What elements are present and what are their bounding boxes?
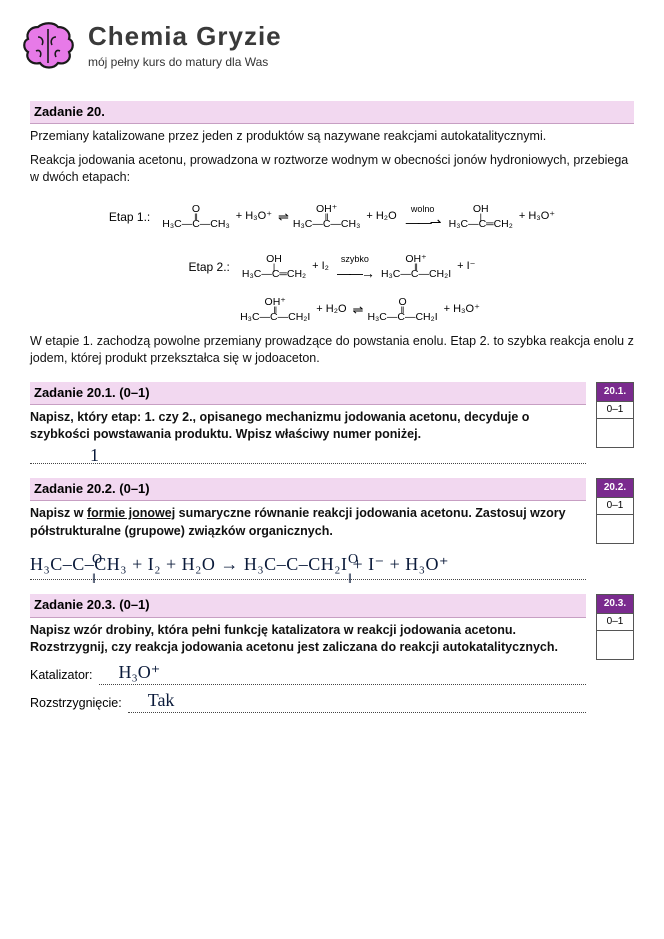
plus-i2: + I₂ [312,259,329,274]
task203-heading: Zadanie 20.3. (0–1) [30,594,586,617]
score-203-range: 0–1 [597,613,633,631]
task201-heading: Zadanie 20.1. (0–1) [30,382,586,405]
mol-protonated: OH⁺‖ H₃C―C―CH₃ [293,204,360,230]
score-201-range: 0–1 [597,401,633,419]
site-title: Chemia Gryzie [88,18,282,54]
task202-prompt: Napisz w formie jonowej sumaryczne równa… [30,505,586,540]
score-box-203: 20.3. 0–1 [596,594,634,660]
catalyst-answer: H₃O⁺ [119,660,161,685]
task201-answer: 1 [90,443,99,468]
mol-iodo-prot2: OH⁺‖ H₃C―C―CH₂I [240,297,310,323]
task202-row: Zadanie 20.2. (0–1) Napisz w formie jono… [30,478,634,580]
etap1-label: Etap 1.: [109,209,150,226]
arrow-szybko: szybko ――→ [335,251,375,283]
brain-icon [20,19,76,71]
page-body: Zadanie 20. Przemiany katalizowane przez… [0,81,664,742]
mol-acetone: O‖ H₃C―C―CH₃ [162,204,229,230]
decision-answer: Tak [148,688,175,713]
task20-heading: Zadanie 20. [30,101,634,124]
mol-enol: OH| H₃C―C═CH₂ [449,204,513,230]
mol-iodo-prot: OH⁺‖ H₃C―C―CH₂I [381,254,451,280]
etap2-label: Etap 2.: [189,259,230,276]
decision-label: Rozstrzygnięcie: [30,695,122,713]
task203-prompt: Napisz wzór drobiny, która pełni funkcję… [30,622,586,657]
decision-line: Rozstrzygnięcie: Tak [30,695,586,713]
catalyst-label: Katalizator: [30,667,93,685]
header-text: Chemia Gryzie mój pełny kurs do matury d… [88,18,282,71]
equil-arrow: ⇌ [278,208,287,226]
plus-h3o: + H₃O⁺ [444,302,480,317]
score-203-label: 20.3. [597,595,633,613]
task20-p1: Przemiany katalizowane przez jeden z pro… [30,128,634,146]
mol-enol2: OH| H₃C―C═CH₂ [242,254,306,280]
mol-iodoacetone: O‖ H₃C―C―CH₂I [367,297,437,323]
plus-h2o: + H₂O [316,302,346,317]
hw-o-mark2: O‖ [348,550,358,589]
score-201-label: 20.1. [597,383,633,401]
catalyst-line: Katalizator: H₃O⁺ [30,667,586,685]
task20-p3: W etapie 1. zachodzą powolne przemiany p… [30,333,634,368]
plus-i: + I⁻ [457,259,475,274]
score-box-201: 20.1. 0–1 [596,382,634,448]
plus2: + H₂O [366,209,396,224]
score-202-label: 20.2. [597,479,633,497]
equil-arrow2: ⇌ [353,301,362,319]
task202-heading: Zadanie 20.2. (0–1) [30,478,586,501]
reaction-scheme: Etap 1.: O‖ H₃C―C―CH₃ + H₃O⁺ ⇌ OH⁺‖ H₃C―… [30,201,634,323]
task202-answer: H₃C–C–CH₃ + I₂ + H₂O → H₃C–C–CH₂I + I⁻ +… [30,552,586,580]
site-subtitle: mój pełny kurs do matury dla Was [88,54,282,71]
hw-o-mark1: O‖ [92,550,102,589]
task20-p2: Reakcja jodowania acetonu, prowadzona w … [30,152,634,187]
score-box-202: 20.2. 0–1 [596,478,634,544]
score-202-range: 0–1 [597,497,633,515]
task201-prompt: Napisz, który etap: 1. czy 2., opisanego… [30,409,586,444]
plus: + H₃O⁺ [236,209,272,224]
page-header: Chemia Gryzie mój pełny kurs do matury d… [0,0,664,81]
task201-answer-line: 1 [30,450,586,464]
task203-row: Zadanie 20.3. (0–1) Napisz wzór drobiny,… [30,594,634,712]
task201-row: Zadanie 20.1. (0–1) Napisz, który etap: … [30,382,634,464]
plus3: + H₃O⁺ [519,209,555,224]
arrow-wolno: wolno ――⇀ [403,201,443,233]
